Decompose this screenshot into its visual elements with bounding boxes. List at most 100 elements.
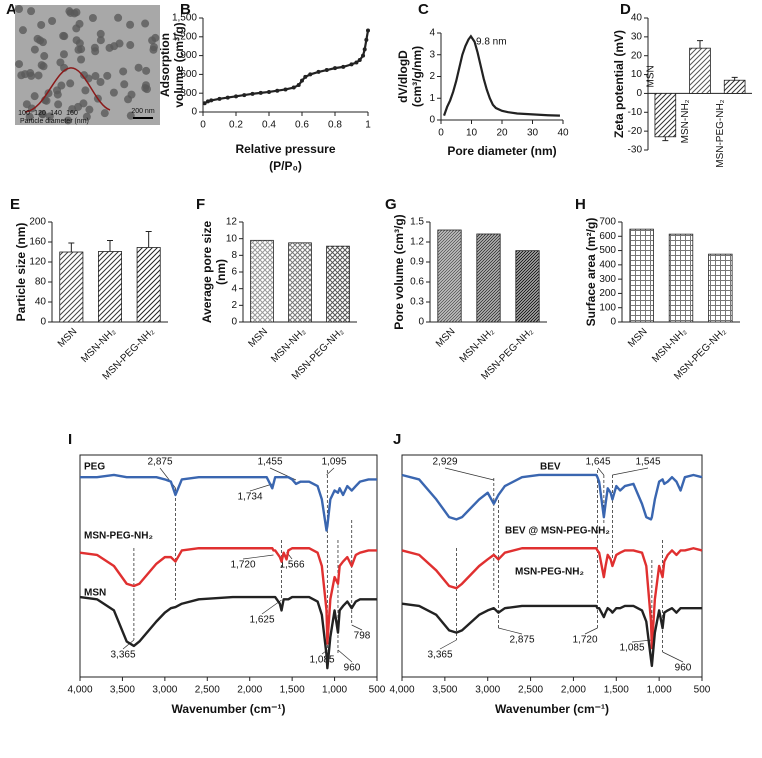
category-label: MSN (434, 326, 458, 350)
y-tick-label: 20 (631, 50, 643, 61)
particle (72, 24, 81, 33)
peak-label: 1,455 (257, 457, 282, 468)
particle (60, 32, 69, 41)
x-tick-label: 10 (466, 128, 478, 139)
x-axis-label: Pore diameter (nm) (447, 144, 556, 158)
particle (27, 7, 36, 16)
panel-label: G (385, 196, 397, 213)
error-bar (145, 231, 152, 248)
peak-label: 1,720 (572, 635, 597, 646)
y-tick-label: 10 (226, 233, 238, 244)
x-tick-label: 2,000 (237, 685, 262, 696)
inset-curve (24, 67, 111, 113)
data-point (209, 98, 214, 103)
bar (437, 229, 462, 323)
y-axis-label: Particle size (nm) (14, 223, 28, 322)
particle (103, 71, 112, 80)
particle (66, 8, 75, 17)
error-bar (68, 242, 75, 252)
y-tick-label: 1 (429, 93, 435, 104)
particle (142, 85, 151, 94)
leader-line (498, 627, 523, 635)
series-label: PEG (84, 462, 105, 473)
data-point (217, 96, 222, 101)
y-tick-label: 1,500 (172, 13, 197, 24)
particle (96, 78, 105, 87)
y-tick-label: 300 (599, 274, 616, 285)
y-tick-label: 40 (631, 13, 643, 24)
x-tick-label: 1 (365, 120, 371, 131)
particle (21, 70, 30, 79)
annotation: 9.8 nm (476, 37, 507, 48)
y-axis-label: (nm) (214, 259, 228, 285)
category-label: MSN (646, 65, 657, 87)
particle (100, 109, 109, 118)
inset-tick-label: 100 (18, 110, 30, 117)
inset-x-label: Particle diameter (nm) (20, 118, 89, 125)
particle (18, 26, 27, 35)
category-label: MSN-NH₂ (79, 326, 118, 365)
y-axis-label: Pore volume (cm³/g) (392, 214, 406, 329)
particle (74, 102, 83, 111)
y-axis-label: dV/dlogD (396, 50, 410, 103)
y-tick-label: 400 (599, 259, 616, 270)
particle (119, 67, 128, 76)
particle (30, 45, 39, 54)
y-tick-label: 0.6 (410, 277, 424, 288)
x-tick-label: 1,000 (647, 685, 672, 696)
x-tick-label: 3,000 (152, 685, 177, 696)
panel-label: I (68, 431, 72, 448)
y-tick-label: 900 (180, 50, 197, 61)
peak-label: 2,875 (147, 457, 172, 468)
particle (25, 112, 34, 121)
peak-label: 3,365 (427, 650, 452, 661)
category-label: MSN (626, 326, 650, 350)
data-point (366, 28, 370, 33)
data-point (242, 93, 247, 98)
particle (82, 112, 91, 121)
y-tick-label: 80 (35, 277, 47, 288)
particle (75, 39, 84, 48)
y-tick-label: 0 (418, 317, 424, 328)
bar (723, 79, 746, 94)
particle (134, 63, 143, 72)
y-tick-label: 10 (631, 69, 643, 80)
particle (141, 19, 150, 28)
panel-label: A (6, 1, 17, 18)
series-label: MSN-PEG-NH₂ (515, 567, 584, 578)
spectrum-line (401, 473, 703, 521)
particle (30, 92, 39, 101)
y-axis-label: Adsorption (158, 33, 172, 97)
leader-line (249, 483, 273, 492)
y-tick-label: 8 (231, 250, 237, 261)
data-point (354, 60, 359, 65)
y-tick-label: -30 (628, 145, 643, 156)
particle (114, 13, 123, 22)
x-tick-label: 3,500 (432, 685, 457, 696)
data-point (296, 83, 301, 88)
peak-label: 960 (675, 663, 692, 674)
peak-label: 2,929 (432, 457, 457, 468)
x-tick-label: 2,500 (518, 685, 543, 696)
x-tick-label: 1,000 (322, 685, 347, 696)
data-point (258, 90, 263, 95)
x-tick-label: 2,500 (195, 685, 220, 696)
spectrum-line (401, 547, 703, 650)
data-line (204, 30, 370, 105)
data-point (202, 101, 207, 106)
category-label: MSN-NH₂ (458, 326, 497, 365)
particle (85, 105, 94, 114)
leader-line (597, 467, 605, 476)
peak-label: 2,875 (509, 635, 534, 646)
particle (96, 29, 105, 38)
y-tick-label: -10 (628, 107, 643, 118)
particle (27, 71, 36, 80)
y-tick-label: 600 (180, 69, 197, 80)
x-tick-label: 2,000 (561, 685, 586, 696)
error-bar (107, 240, 113, 252)
peak-label: 1,085 (619, 643, 644, 654)
x-tick-label: 0.2 (229, 120, 243, 131)
particle (81, 86, 90, 95)
series-label: BEV @ MSN-PEG-NH₂ (505, 526, 610, 537)
y-tick-label: 200 (599, 288, 616, 299)
